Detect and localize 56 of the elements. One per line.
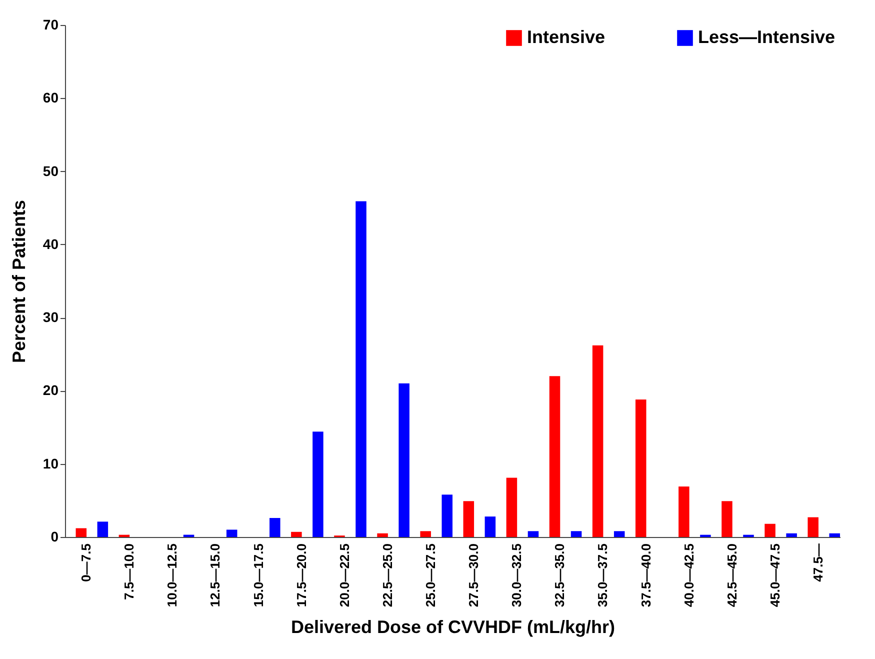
bar [808, 517, 818, 537]
bar [829, 533, 840, 537]
y-tick-label: 60 [42, 90, 59, 106]
x-tick-label: 40.0—42.5 [681, 544, 696, 608]
x-tick-label: 45.0—47.5 [767, 544, 782, 608]
bar [592, 345, 604, 537]
bar [635, 399, 646, 537]
x-tick-label: 20.0—22.5 [336, 544, 352, 608]
bar [420, 531, 431, 537]
x-tick-label: 0—7.5 [78, 544, 94, 582]
bar [97, 522, 108, 537]
bar [398, 383, 410, 537]
bar [226, 530, 238, 537]
bar [442, 494, 452, 537]
bar [722, 501, 732, 537]
bar [570, 531, 582, 537]
legend-label: Less—Intensive [698, 27, 836, 47]
bar [678, 486, 690, 537]
bar [484, 516, 496, 537]
x-tick-label: 22.5—25.0 [380, 544, 395, 608]
y-tick-label: 70 [42, 16, 59, 32]
y-tick-label: 50 [42, 162, 59, 179]
x-tick-label: 25.0—27.5 [422, 544, 438, 608]
bar [356, 201, 366, 537]
x-tick-label: 17.5—20.0 [294, 544, 309, 608]
x-tick-label: 15.0—17.5 [250, 544, 266, 608]
x-tick-label: 32.5—35.0 [552, 544, 568, 608]
bar [614, 531, 625, 537]
legend-label: Intensive [527, 27, 606, 47]
y-tick-label: 10 [42, 455, 59, 472]
bar [528, 531, 539, 537]
bar [506, 478, 518, 537]
x-tick-label: 42.5—45.0 [724, 544, 740, 608]
bar [291, 532, 302, 537]
y-tick-label: 30 [42, 309, 59, 326]
x-tick-label: 47.5— [810, 544, 826, 582]
x-axis-title: Delivered Dose of CVVHDF (mL/kg/hr) [290, 617, 616, 638]
bar [463, 501, 474, 537]
bar [549, 376, 560, 537]
bar [786, 533, 797, 537]
y-tick-label: 40 [42, 236, 59, 252]
y-tick-label: 0 [50, 528, 59, 544]
bar [270, 518, 280, 537]
x-tick-label: 27.5—30.0 [466, 544, 482, 608]
bar [377, 533, 388, 537]
y-tick-label: 20 [42, 382, 59, 398]
y-axis-title: Percent of Patients [8, 200, 29, 364]
bar [312, 432, 324, 537]
bar [764, 524, 776, 537]
bar [76, 528, 87, 537]
x-tick-label: 7.5—10.0 [122, 544, 137, 600]
x-tick-label: 30.0—32.5 [509, 544, 524, 608]
x-tick-label: 37.5—40.0 [638, 544, 654, 608]
x-tick-label: 10.0—12.5 [164, 544, 180, 608]
x-tick-label: 12.5—15.0 [208, 544, 223, 608]
x-tick-label: 35.0—37.5 [595, 544, 610, 608]
